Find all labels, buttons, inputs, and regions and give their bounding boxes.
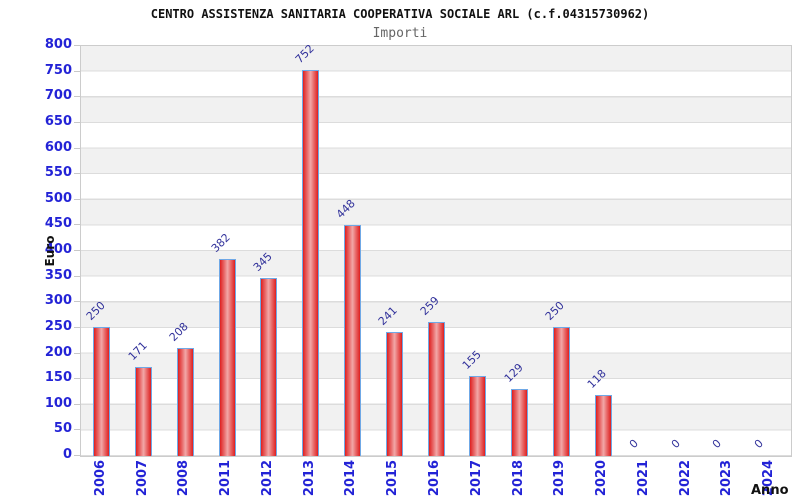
y-axis-label: 500 [44, 190, 72, 206]
bar-value-label: 382 [208, 231, 234, 256]
y-axis-label: 550 [44, 165, 72, 181]
y-axis-tick [74, 275, 80, 277]
bar-value-label: 0 [626, 436, 641, 451]
y-axis-label: 650 [44, 113, 72, 129]
y-axis-label: 700 [44, 88, 72, 104]
bar [427, 322, 445, 456]
x-axis-label: 2013 [301, 459, 317, 497]
bar [594, 394, 612, 456]
bar [260, 278, 278, 456]
y-axis-label: 150 [44, 370, 72, 386]
bar-value-label: 129 [501, 360, 526, 385]
plot-area: 250 171 208 382 345 752 448 241 259 155 129 250 118 0… [80, 41, 792, 457]
x-axis-title: Anno [751, 483, 789, 498]
bar-value-label: 171 [125, 339, 150, 364]
bar-value-label: 118 [584, 366, 609, 391]
y-axis-tick [74, 352, 80, 354]
y-axis-tick [74, 224, 80, 226]
x-axis-label: 2006 [92, 459, 108, 497]
y-axis-label: 350 [44, 267, 72, 283]
y-axis-tick [74, 121, 80, 123]
y-axis-label: 450 [44, 216, 72, 232]
x-axis-label: 2021 [635, 459, 651, 497]
bar [218, 259, 236, 456]
y-axis-label: 750 [44, 62, 72, 78]
x-axis-label: 2019 [552, 459, 568, 497]
bar-value-label: 155 [459, 347, 484, 372]
y-axis-label: 50 [53, 421, 72, 437]
y-axis-label: 800 [44, 37, 72, 52]
bar-value-label: 0 [751, 436, 767, 451]
bar-value-label: 250 [543, 298, 568, 323]
y-axis-tick [74, 403, 80, 405]
bar-value-label: 752 [292, 41, 317, 66]
y-axis-tick [74, 173, 80, 175]
bar-value-label: 345 [250, 250, 275, 275]
y-axis-label: 250 [44, 318, 72, 334]
bar-value-label: 0 [668, 436, 683, 451]
bar [176, 348, 194, 456]
x-axis-label: 2022 [677, 459, 693, 497]
bar [385, 331, 403, 456]
bar [302, 69, 320, 456]
bar [469, 375, 487, 456]
bar [511, 388, 529, 456]
y-axis-tick [74, 301, 80, 303]
y-axis-label: 600 [44, 139, 72, 155]
bar [135, 367, 153, 456]
y-axis-tick [74, 198, 80, 200]
y-axis-label: 200 [44, 344, 72, 360]
y-axis-label: 300 [44, 293, 72, 309]
x-axis-label: 2015 [385, 459, 401, 497]
bar-value-label: 250 [83, 298, 108, 323]
x-axis-label: 2007 [134, 459, 150, 497]
y-axis-tick [74, 70, 80, 72]
y-axis-tick [74, 96, 80, 98]
bar-value-label: 0 [710, 436, 725, 451]
bar [552, 326, 570, 456]
x-axis-label: 2011 [218, 459, 234, 497]
x-axis-label: 2014 [343, 459, 359, 497]
y-axis-tick [74, 45, 80, 46]
y-axis-label: 0 [62, 447, 72, 462]
bar-value-label: 259 [417, 294, 442, 319]
y-axis-label: 400 [44, 242, 72, 257]
x-axis-label: 2018 [510, 459, 526, 497]
y-axis-tick [74, 455, 80, 456]
bar [93, 326, 111, 456]
y-axis-label: 100 [44, 395, 72, 411]
bar [343, 225, 361, 456]
x-axis-label: 2012 [259, 459, 275, 497]
bar-value-label: 448 [334, 197, 359, 222]
y-axis-tick [74, 429, 80, 431]
x-axis-label: 2017 [468, 459, 484, 497]
chart-subtitle: Importi [372, 26, 428, 41]
bar-value-label: 241 [376, 303, 401, 328]
x-axis-label: 2020 [594, 459, 610, 497]
x-axis-label: 2016 [427, 459, 442, 497]
y-axis-tick [74, 326, 80, 328]
y-axis-tick [74, 378, 80, 380]
y-axis-tick [74, 250, 80, 251]
chart-title: CENTRO ASSISTENZA SANITARIA COOPERATIVA … [150, 7, 650, 21]
x-axis-label: 2023 [719, 459, 735, 497]
bar-value-label: 208 [167, 320, 192, 345]
y-axis-tick [74, 147, 80, 149]
x-axis-label: 2008 [176, 459, 192, 497]
y-axis-title: Euro [43, 235, 57, 267]
